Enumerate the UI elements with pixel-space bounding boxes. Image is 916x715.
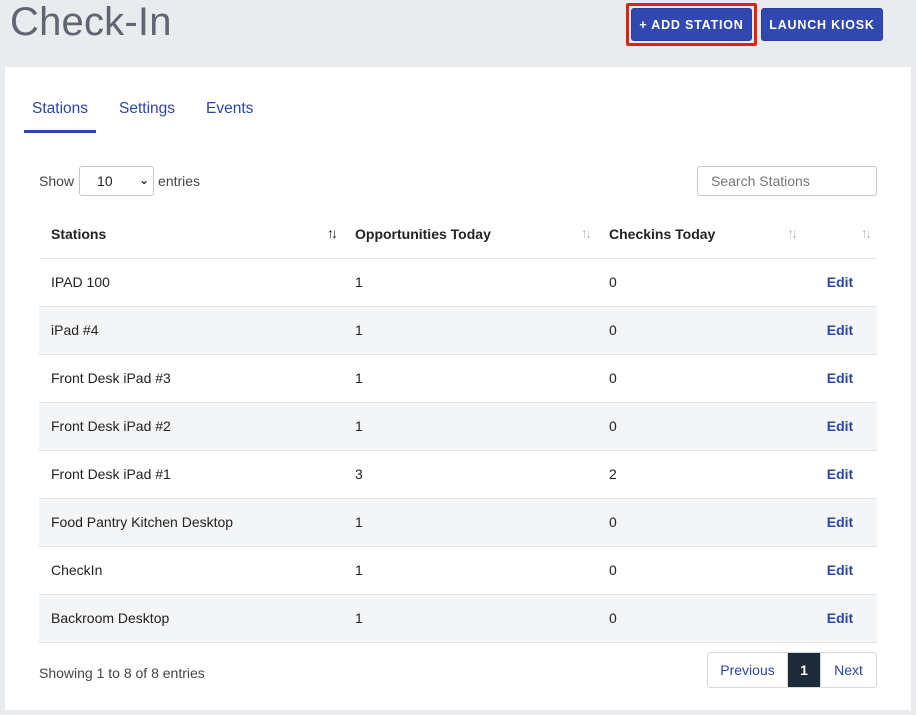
table-row: Front Desk iPad #3 1 0 Edit: [39, 354, 877, 403]
tab-bar: Stations Settings Events: [24, 97, 276, 133]
opportunities-count: 1: [343, 402, 597, 451]
station-name: Food Pantry Kitchen Desktop: [39, 498, 343, 547]
edit-link[interactable]: Edit: [803, 354, 877, 403]
add-station-highlight: [626, 3, 757, 46]
search-input[interactable]: [697, 166, 877, 196]
table-row: CheckIn 1 0 Edit: [39, 546, 877, 595]
sort-descending-icon: ↑↓: [327, 225, 338, 241]
launch-kiosk-button[interactable]: LAUNCH KIOSK: [761, 8, 883, 41]
column-header-label: Opportunities Today: [355, 226, 491, 243]
checkins-count: 2: [597, 450, 803, 499]
station-name: IPAD 100: [39, 258, 343, 307]
station-name: iPad #4: [39, 306, 343, 355]
sort-icon: ↑↓: [581, 225, 592, 241]
tab-events[interactable]: Events: [206, 100, 254, 117]
sort-icon: ↑↓: [861, 225, 872, 241]
opportunities-count: 1: [343, 306, 597, 355]
opportunities-count: 1: [343, 546, 597, 595]
column-header-label: Checkins Today: [609, 226, 716, 243]
column-header-actions[interactable]: ↑↓: [803, 211, 877, 259]
station-name: Backroom Desktop: [39, 594, 343, 643]
checkins-count: 0: [597, 258, 803, 307]
stations-card: Stations Settings Events Show 10 ⌄ entri…: [5, 67, 911, 710]
checkins-count: 0: [597, 402, 803, 451]
checkins-count: 0: [597, 546, 803, 595]
edit-link[interactable]: Edit: [803, 594, 877, 643]
checkins-count: 0: [597, 306, 803, 355]
table-row: IPAD 100 1 0 Edit: [39, 258, 877, 307]
next-page-button[interactable]: Next: [820, 653, 876, 687]
opportunities-count: 1: [343, 354, 597, 403]
table-header-row: Stations ↑↓ Opportunities Today ↑↓ Check…: [39, 211, 877, 259]
station-name: Front Desk iPad #3: [39, 354, 343, 403]
station-name: Front Desk iPad #1: [39, 450, 343, 499]
previous-page-button[interactable]: Previous: [708, 653, 788, 687]
edit-link[interactable]: Edit: [803, 306, 877, 355]
table-row: Food Pantry Kitchen Desktop 1 0 Edit: [39, 498, 877, 547]
entries-label: entries: [158, 173, 201, 189]
show-label: Show: [39, 173, 75, 189]
column-header-opportunities[interactable]: Opportunities Today ↑↓: [343, 211, 597, 259]
station-name: CheckIn: [39, 546, 343, 595]
stations-table: Stations ↑↓ Opportunities Today ↑↓ Check…: [39, 211, 877, 643]
edit-link[interactable]: Edit: [803, 450, 877, 499]
sort-icon: ↑↓: [787, 225, 798, 241]
table-row: Front Desk iPad #2 1 0 Edit: [39, 402, 877, 451]
opportunities-count: 1: [343, 258, 597, 307]
table-row: iPad #4 1 0 Edit: [39, 306, 877, 355]
opportunities-count: 3: [343, 450, 597, 499]
checkins-count: 0: [597, 594, 803, 643]
table-row: Front Desk iPad #1 3 2 Edit: [39, 450, 877, 499]
column-header-label: Stations: [51, 226, 107, 243]
edit-link[interactable]: Edit: [803, 546, 877, 595]
column-header-checkins[interactable]: Checkins Today ↑↓: [597, 211, 803, 259]
add-station-button[interactable]: + ADD STATION: [631, 8, 752, 41]
column-header-stations[interactable]: Stations ↑↓: [39, 211, 343, 259]
opportunities-count: 1: [343, 498, 597, 547]
tab-stations[interactable]: Stations: [24, 97, 97, 133]
checkins-count: 0: [597, 354, 803, 403]
tab-settings[interactable]: Settings: [119, 100, 176, 117]
page-1-button[interactable]: 1: [788, 653, 820, 687]
entries-select-value: 10: [97, 173, 113, 189]
opportunities-count: 1: [343, 594, 597, 643]
table-row: Backroom Desktop 1 0 Edit: [39, 594, 877, 643]
edit-link[interactable]: Edit: [803, 402, 877, 451]
length-menu: Show 10 ⌄ entries: [39, 166, 200, 196]
station-name: Front Desk iPad #2: [39, 402, 343, 451]
edit-link[interactable]: Edit: [803, 258, 877, 307]
edit-link[interactable]: Edit: [803, 498, 877, 547]
page-title: Check-In: [10, 0, 172, 44]
pagination: Previous 1 Next: [707, 652, 877, 688]
checkins-count: 0: [597, 498, 803, 547]
chevron-down-icon: ⌄: [138, 173, 150, 187]
table-info: Showing 1 to 8 of 8 entries: [39, 665, 205, 681]
entries-select[interactable]: 10 ⌄: [79, 166, 155, 196]
